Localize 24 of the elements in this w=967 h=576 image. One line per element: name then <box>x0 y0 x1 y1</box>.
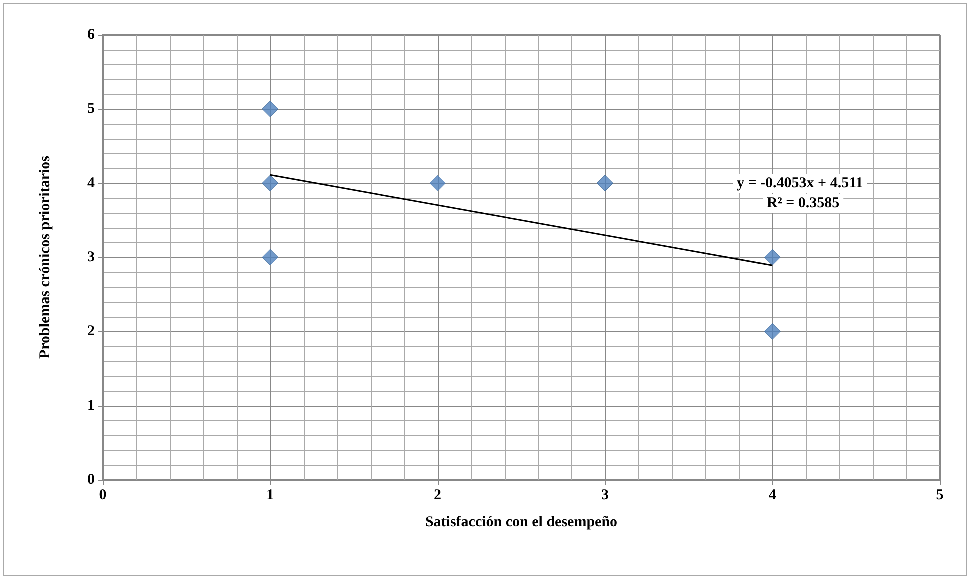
x-tick-label: 3 <box>601 488 609 504</box>
annotation: y = -0.4053x + 4.511 <box>737 176 864 192</box>
point <box>596 175 614 192</box>
y-tick-label: 5 <box>88 101 95 118</box>
point <box>262 249 279 266</box>
annotation: R² = 0.3585 <box>767 196 840 212</box>
y-tick-label: 2 <box>88 324 95 340</box>
y-axis-title: Problemas crónicos prioritarios <box>38 156 54 360</box>
x-tick-label: 1 <box>266 488 274 504</box>
point <box>764 323 781 340</box>
y-tick-label: 0 <box>88 472 95 488</box>
point <box>430 175 446 192</box>
x-tick-label: 5 <box>936 488 944 504</box>
y-tick-label: 3 <box>88 250 95 266</box>
point <box>262 100 279 118</box>
point <box>764 249 781 266</box>
x-axis-title: Satisfacción con el desempeño <box>425 514 618 530</box>
x-tick-label: 0 <box>99 488 107 504</box>
y-tick-label: 4 <box>88 175 96 192</box>
point <box>262 175 279 192</box>
y-tick-label: 1 <box>88 398 95 414</box>
x-tick-label: 4 <box>768 488 777 504</box>
x-tick-label: 2 <box>434 488 442 504</box>
y-tick-label: 6 <box>88 27 96 43</box>
